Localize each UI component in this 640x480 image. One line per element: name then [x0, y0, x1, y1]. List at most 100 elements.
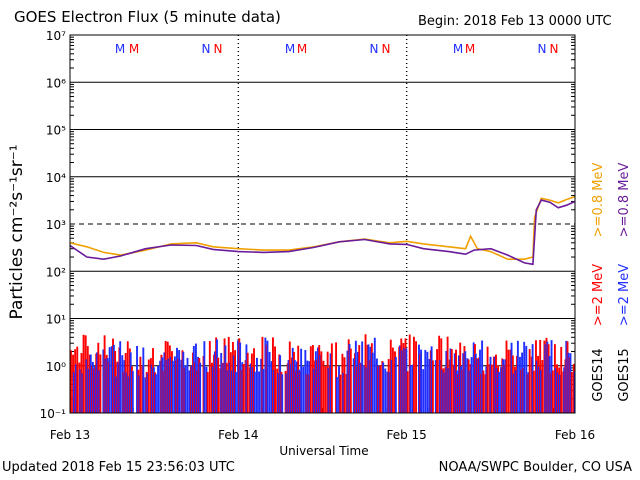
- bar-goes15: [363, 365, 366, 413]
- bar-goes15: [239, 342, 242, 413]
- bar-goes15: [525, 345, 528, 413]
- bar-goes15: [300, 348, 303, 413]
- bar-goes14: [339, 374, 342, 413]
- x-tick-label: Feb 16: [555, 428, 595, 442]
- bar-goes15: [119, 341, 122, 413]
- bar-goes15: [167, 358, 170, 413]
- bar-goes15: [142, 347, 145, 413]
- bar-goes15: [234, 371, 237, 413]
- bar-goes15: [131, 370, 134, 413]
- bar-goes14: [349, 348, 352, 413]
- bar-goes15: [512, 373, 515, 413]
- x-tick-label: Feb 13: [50, 428, 90, 442]
- plot-frame: [69, 34, 576, 414]
- bar-goes15: [98, 370, 101, 413]
- bar-goes15: [173, 356, 176, 413]
- bar-goes15: [418, 344, 420, 413]
- bar-goes15: [176, 347, 178, 413]
- bar-goes15: [302, 366, 305, 413]
- y-tick-label: 10²: [46, 265, 66, 279]
- bar-goes15: [104, 358, 107, 413]
- bar-goes15: [474, 353, 477, 413]
- bar-goes15: [188, 370, 191, 413]
- bar-goes15: [373, 337, 376, 413]
- bar-goes15: [479, 349, 481, 413]
- y-tick-label: 10⁶: [46, 76, 66, 90]
- bar-goes15: [232, 355, 235, 413]
- bar-goes14: [139, 356, 142, 413]
- bar-goes15: [293, 359, 296, 413]
- bar-goes15: [230, 370, 233, 413]
- bar-goes15: [510, 342, 513, 413]
- bar-goes15: [203, 341, 206, 413]
- bar-goes15: [546, 341, 549, 413]
- bar-goes15: [554, 368, 557, 413]
- bar-goes15: [441, 369, 444, 413]
- legend-goes14-label: GOES14: [591, 348, 606, 401]
- bar-goes15: [462, 353, 465, 413]
- bar-goes15: [563, 367, 566, 413]
- legend-goes15-high: >=0.8 MeV: [617, 163, 632, 238]
- bar-goes14: [532, 370, 535, 413]
- bar-goes14: [309, 346, 312, 413]
- bar-goes14: [274, 346, 276, 413]
- bar-goes14: [330, 343, 333, 413]
- bar-goes15: [199, 362, 202, 413]
- bar-goes15: [359, 362, 362, 413]
- bar-goes15: [272, 369, 275, 413]
- bar-goes15: [211, 366, 214, 413]
- bar-goes15: [548, 355, 551, 413]
- bar-goes15: [497, 371, 500, 413]
- bar-goes15: [369, 346, 372, 413]
- bar-goes15: [251, 367, 254, 413]
- bar-goes15: [338, 366, 340, 413]
- marker-n: N: [538, 42, 547, 56]
- bar-goes14: [206, 372, 209, 413]
- bar-goes15: [108, 347, 111, 413]
- bar-goes15: [129, 352, 132, 413]
- bar-goes15: [85, 359, 88, 413]
- bar-goes15: [93, 366, 96, 413]
- x-tick-label: Feb 15: [386, 428, 426, 442]
- bar-goes15: [455, 370, 458, 413]
- marker-m: M: [115, 42, 125, 56]
- bar-goes15: [394, 356, 397, 413]
- bar-goes15: [521, 352, 524, 413]
- bar-goes15: [192, 345, 195, 413]
- bar-goes15: [445, 350, 448, 413]
- bar-goes15: [565, 340, 568, 413]
- bar-goes15: [470, 357, 473, 413]
- bar-goes15: [537, 366, 540, 413]
- bar-goes15: [420, 349, 423, 413]
- bar-goes15: [422, 369, 425, 413]
- bar-goes15: [169, 356, 172, 413]
- bar-goes15: [260, 358, 263, 413]
- begin-label: Begin: 2018 Feb 13 0000 UTC: [418, 14, 612, 29]
- bar-goes15: [567, 352, 570, 413]
- bar-goes15: [384, 368, 387, 413]
- updated-label: Updated 2018 Feb 15 23:56:03 UTC: [2, 460, 235, 475]
- bar-goes15: [159, 360, 162, 413]
- credit-label: NOAA/SWPC Boulder, CO USA: [438, 460, 632, 475]
- low-energy-bars: [70, 334, 575, 413]
- bar-goes15: [430, 346, 433, 413]
- series-line-goes15: [70, 199, 575, 266]
- bar-goes15: [500, 367, 502, 413]
- bar-goes15: [270, 361, 273, 413]
- bar-goes15: [268, 351, 271, 413]
- bar-goes15: [317, 347, 319, 413]
- bar-goes14: [431, 360, 434, 413]
- bar-goes15: [157, 365, 160, 413]
- bar-goes15: [573, 371, 575, 413]
- bar-goes15: [163, 352, 166, 413]
- bar-goes15: [115, 376, 117, 413]
- bar-goes15: [335, 377, 338, 413]
- bar-goes15: [87, 368, 90, 413]
- bar-goes15: [287, 359, 290, 413]
- bar-goes14: [505, 340, 508, 413]
- bar-goes15: [357, 351, 359, 413]
- bar-goes15: [222, 363, 225, 413]
- bar-goes15: [121, 355, 124, 413]
- bar-goes15: [138, 375, 141, 413]
- bar-goes15: [449, 348, 452, 413]
